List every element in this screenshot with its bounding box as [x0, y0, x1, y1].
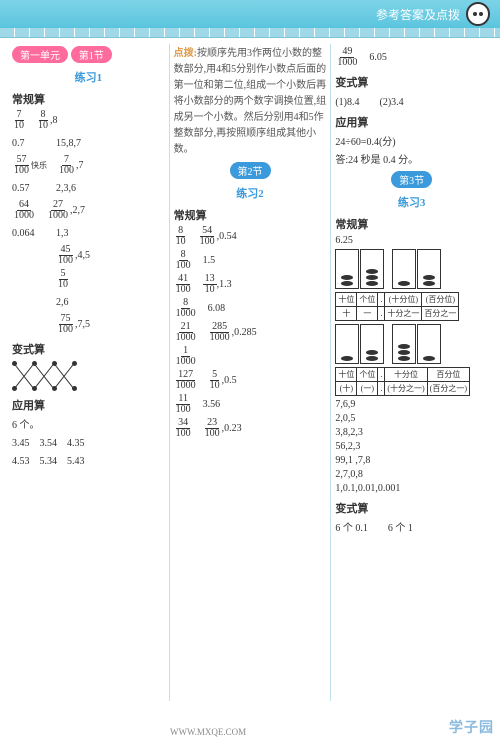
- answer-row: 45100,4,5: [12, 245, 165, 266]
- hint-text: 点拨:按顺序先用3作两位小数的整数部分,用4和5分别作小数点后面的第一位和第二位…: [174, 44, 327, 160]
- fraction: 81000: [174, 298, 198, 319]
- abacus-diagram: [335, 324, 488, 364]
- fraction: 271000: [46, 200, 70, 221]
- answer-row: 41100 1310,1.3: [174, 274, 327, 295]
- column-2: 点拨:按顺序先用3作两位小数的整数部分,用4和5分别作小数点后面的第一位和第二位…: [170, 44, 332, 701]
- answer-row: 11000: [174, 346, 327, 367]
- answer-line: 2,7,0,8: [335, 469, 488, 480]
- answer-line: 6 个 0.1 6 个 1: [335, 519, 488, 534]
- fraction: 1271000: [174, 370, 198, 391]
- watermark-url: WWW.MXQE.COM: [170, 727, 246, 737]
- fraction: 75100: [56, 314, 75, 335]
- fraction: 510: [56, 269, 70, 290]
- fraction: 1310: [203, 274, 217, 295]
- answer-row: 0.7 15,8,7: [12, 134, 165, 152]
- abacus-diagram: [335, 249, 488, 289]
- fraction: 491000: [335, 47, 359, 68]
- answer-row: 510: [12, 269, 165, 290]
- page-body: 第一单元 第1节 练习1 常规算 710 810,8 0.7 15,8,7 57…: [0, 38, 500, 741]
- answer-row: 0.57 2,3,6: [12, 179, 165, 197]
- answer-line: 99,1 ,7,8: [335, 455, 488, 466]
- column-1: 第一单元 第1节 练习1 常规算 710 810,8 0.7 15,8,7 57…: [8, 44, 170, 701]
- fraction: 510: [208, 370, 222, 391]
- answer-line: (1)8.4 (2)3.4: [335, 93, 488, 108]
- answer-row: 75100,7,5: [12, 314, 165, 335]
- answer-row: 211000 2851000,0.285: [174, 322, 327, 343]
- answer-row: 2,6: [12, 293, 165, 311]
- answer-line: 56,2,3: [335, 441, 488, 452]
- fraction: 810: [36, 110, 50, 131]
- answer-row: 0.064 1,3: [12, 224, 165, 242]
- header-title: 参考答案及点拨: [376, 6, 460, 23]
- answer-line: 答:24 秒是 0.4 分。: [335, 151, 488, 166]
- answer-row: 81000 6.08: [174, 298, 327, 319]
- answer-row: 34100 23100,0.23: [174, 418, 327, 439]
- section-pill: 第3节: [391, 171, 432, 188]
- group-label: 变式算: [335, 500, 488, 516]
- place-value-table: 十位个位.(十分位)(百分位) 十一.十分之一百分之一: [335, 292, 459, 321]
- answer-line: 4.53 5.34 5.43: [12, 452, 165, 467]
- place-value-table: 十位个位.十分位百分位 (十)(一).(十分之一)(百分之一): [335, 367, 470, 396]
- practice-title: 练习2: [174, 185, 327, 201]
- fraction: 2851000: [208, 322, 232, 343]
- fraction: 11100: [174, 394, 193, 415]
- answer-row: 57100快乐 7100,7: [12, 155, 165, 176]
- fraction: 45100: [56, 245, 75, 266]
- mascot-icon: [466, 2, 490, 26]
- fraction: 54100: [198, 226, 217, 247]
- answer-row: 11100 3.56: [174, 394, 327, 415]
- fraction: 710: [12, 110, 26, 131]
- answer-line: 6 个。: [12, 416, 165, 431]
- answer-line: 24÷60=0.4(分): [335, 133, 488, 148]
- fraction: 8100: [174, 250, 193, 271]
- fraction: 34100: [174, 418, 193, 439]
- fraction: 23100: [203, 418, 222, 439]
- ruler-strip: [0, 28, 500, 38]
- answer-line: 6.25: [335, 235, 488, 246]
- section-pill: 第1节: [71, 46, 112, 63]
- fraction: 211000: [174, 322, 198, 343]
- answer-line: 3.45 3.54 4.35: [12, 434, 165, 449]
- group-label: 常规算: [335, 216, 488, 232]
- hint-label: 点拨:: [174, 48, 197, 59]
- answer-row: 710 810,8: [12, 110, 165, 131]
- fraction: 7100: [57, 155, 76, 176]
- practice-title: 练习3: [335, 194, 488, 210]
- header-bar: 参考答案及点拨: [0, 0, 500, 28]
- answer-row: 8100 1.5: [174, 250, 327, 271]
- answer-line: 7,6,9: [335, 399, 488, 410]
- fraction: 11000: [174, 346, 198, 367]
- answer-row: 1271000 510,0.5: [174, 370, 327, 391]
- matching-diagram: [12, 361, 82, 391]
- group-label: 变式算: [12, 341, 165, 357]
- group-label: 变式算: [335, 74, 488, 90]
- answer-line: 2,0,5: [335, 413, 488, 424]
- answer-line: 1,0.1,0.01,0.001: [335, 483, 488, 494]
- fraction: 810: [174, 226, 188, 247]
- unit-pill: 第一单元: [12, 46, 68, 63]
- fraction: 641000: [12, 200, 36, 221]
- practice-title: 练习1: [12, 69, 165, 85]
- fraction: 41100: [174, 274, 193, 295]
- group-label: 常规算: [174, 207, 327, 223]
- section-pill: 第2节: [230, 162, 271, 179]
- group-label: 常规算: [12, 91, 165, 107]
- fraction: 57100: [12, 155, 31, 176]
- group-label: 应用算: [335, 114, 488, 130]
- answer-row: 810 54100,0.54: [174, 226, 327, 247]
- answer-row: 641000 271000,2,7: [12, 200, 165, 221]
- group-label: 应用算: [12, 397, 165, 413]
- watermark: 学子园: [449, 717, 494, 737]
- column-3: 491000 6.05 变式算 (1)8.4 (2)3.4 应用算 24÷60=…: [331, 44, 492, 701]
- answer-row: 491000 6.05: [335, 47, 488, 68]
- answer-line: 3,8,2,3: [335, 427, 488, 438]
